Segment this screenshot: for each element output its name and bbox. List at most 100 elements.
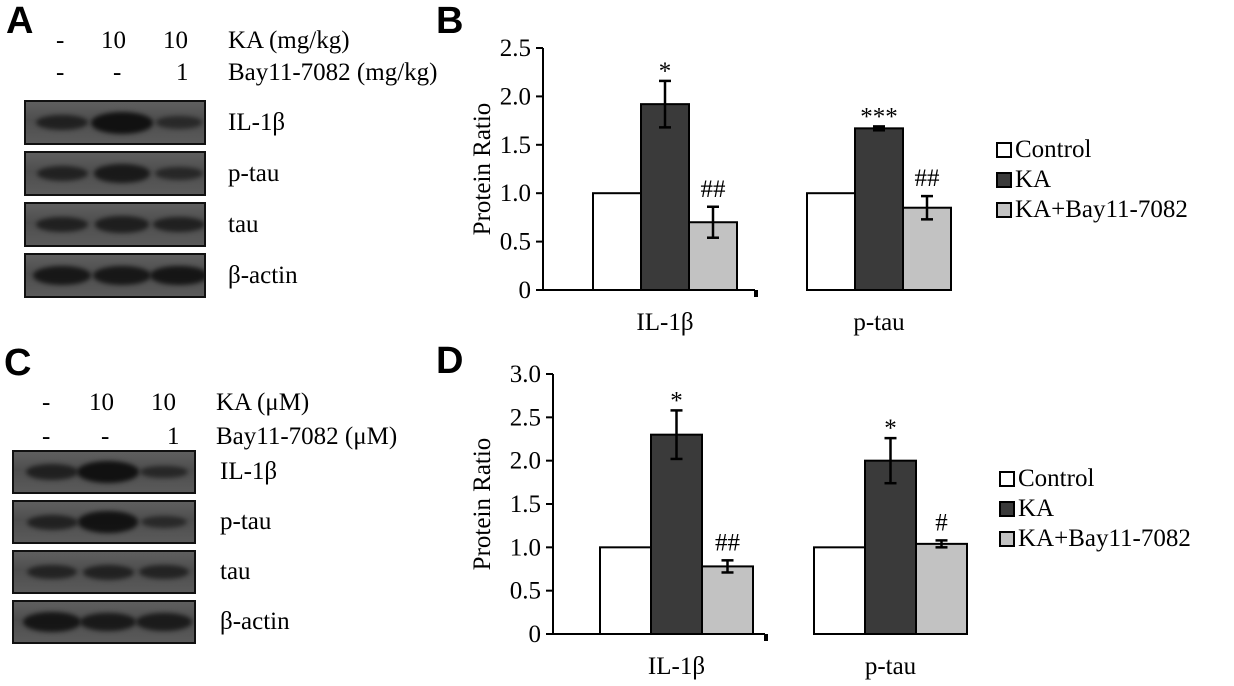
- lane-2-bay: -: [113, 59, 122, 86]
- blot-band: [77, 511, 139, 533]
- blot-il-1-: [12, 450, 196, 494]
- y-tick-label: 1.5: [500, 132, 531, 159]
- blot-band: [155, 116, 203, 129]
- y-tick-label: 1.0: [500, 180, 531, 207]
- legend-label: KA+Bay11-7082: [1018, 525, 1191, 552]
- blot-band: [35, 216, 89, 233]
- blot-tau: [24, 202, 206, 247]
- legend-label: KA: [1015, 166, 1051, 193]
- blot-band: [77, 461, 139, 483]
- y-axis-label: Protein Ratio: [469, 103, 496, 236]
- significance-mark: *: [670, 387, 683, 414]
- blot--actin: [12, 600, 196, 644]
- lane-3-ka: 10: [151, 389, 176, 416]
- y-tick-label: 3.0: [510, 361, 541, 388]
- legend-label: KA+Bay11-7082: [1015, 196, 1188, 223]
- lane-2-bay: -: [101, 423, 110, 450]
- lane-1-bay: -: [56, 59, 65, 86]
- blot-band: [82, 564, 134, 580]
- y-tick-label: 0.5: [500, 229, 531, 256]
- y-tick-label: 2.5: [500, 35, 531, 62]
- lane-1-ka: -: [56, 27, 65, 54]
- bar-ka: [854, 127, 904, 291]
- panel-letter-d: D: [436, 340, 464, 382]
- blot-band: [93, 164, 151, 183]
- blot-band: [93, 265, 151, 286]
- x-category-label: p-tau: [865, 653, 917, 680]
- bar-ka: [650, 433, 703, 635]
- ka-dose-label: KA (μM): [216, 389, 310, 416]
- blot-band: [22, 612, 82, 632]
- blot-band: [140, 465, 188, 479]
- bar-ka-bay11-7082: [902, 206, 952, 291]
- significance-mark: ##: [915, 165, 941, 192]
- significance-mark: *: [659, 58, 672, 85]
- significance-mark: ***: [860, 103, 898, 130]
- blot-band: [79, 612, 137, 632]
- lane-1-bay: -: [42, 423, 51, 450]
- blot-band: [27, 564, 77, 580]
- legend-label: Control: [1015, 136, 1091, 163]
- blot-band: [35, 114, 89, 131]
- legend-swatch: [999, 531, 1015, 547]
- lane-3-bay: 1: [176, 59, 189, 86]
- bar-ka: [864, 459, 917, 635]
- blot-band: [152, 216, 204, 233]
- blot-tau: [12, 550, 196, 594]
- bay-dose-label: Bay11-7082 (μM): [216, 423, 398, 450]
- panel-letter-c: C: [4, 342, 32, 384]
- lane-3-ka: 10: [163, 27, 188, 54]
- blot-p-tau: [12, 500, 196, 544]
- blot-band: [140, 515, 188, 529]
- x-category-label: IL-1β: [636, 309, 693, 336]
- blot-band: [25, 464, 79, 480]
- blot-label: β-actin: [220, 608, 290, 635]
- blot-band: [149, 265, 204, 286]
- bar-ka-bay11-7082: [701, 565, 754, 636]
- lane-1-ka: -: [42, 389, 51, 416]
- blot-label: p-tau: [220, 508, 272, 535]
- legend-swatch: [996, 142, 1012, 158]
- y-tick-label: 2.0: [500, 83, 531, 110]
- blot-p-tau: [24, 151, 206, 196]
- x-category-label: IL-1β: [648, 653, 705, 680]
- y-tick-label: 0: [519, 277, 532, 304]
- blot-label: IL-1β: [228, 108, 286, 136]
- blot-label: IL-1β: [220, 458, 278, 485]
- lane-2-ka: 10: [101, 27, 126, 54]
- bar-control: [599, 546, 652, 635]
- blot-label: tau: [220, 558, 251, 585]
- lane-3-bay: 1: [167, 423, 180, 450]
- legend-swatch: [999, 501, 1015, 517]
- blot-band: [33, 265, 91, 286]
- blot-label: tau: [228, 210, 259, 238]
- blot-il-1-: [24, 100, 206, 145]
- legend-swatch: [996, 202, 1012, 218]
- legend-swatch: [996, 172, 1012, 188]
- bay-dose-label: Bay11-7082 (mg/kg): [228, 59, 438, 86]
- y-tick-label: 1.0: [510, 534, 541, 561]
- panel-letter-a: A: [6, 0, 34, 42]
- bar-ka: [640, 103, 690, 291]
- significance-mark: *: [884, 415, 897, 442]
- blot-label: β-actin: [228, 261, 298, 289]
- blot--actin: [24, 253, 206, 298]
- significance-mark: ##: [715, 529, 741, 556]
- blot-band: [26, 514, 78, 530]
- legend-label: KA: [1018, 495, 1054, 522]
- blot-band: [95, 216, 149, 233]
- y-tick-label: 0: [529, 621, 542, 648]
- y-axis-label: Protein Ratio: [469, 438, 496, 571]
- blot-band: [136, 613, 192, 631]
- y-tick-label: 2.5: [510, 404, 541, 431]
- blot-band: [91, 111, 153, 134]
- significance-mark: ##: [701, 176, 727, 203]
- blot-label: p-tau: [228, 159, 280, 187]
- bar-control: [813, 546, 866, 635]
- bar-control: [592, 192, 642, 291]
- blot-band: [139, 564, 189, 580]
- blot-band: [36, 166, 88, 181]
- panel-letter-b: B: [436, 0, 464, 42]
- y-tick-label: 2.0: [510, 448, 541, 475]
